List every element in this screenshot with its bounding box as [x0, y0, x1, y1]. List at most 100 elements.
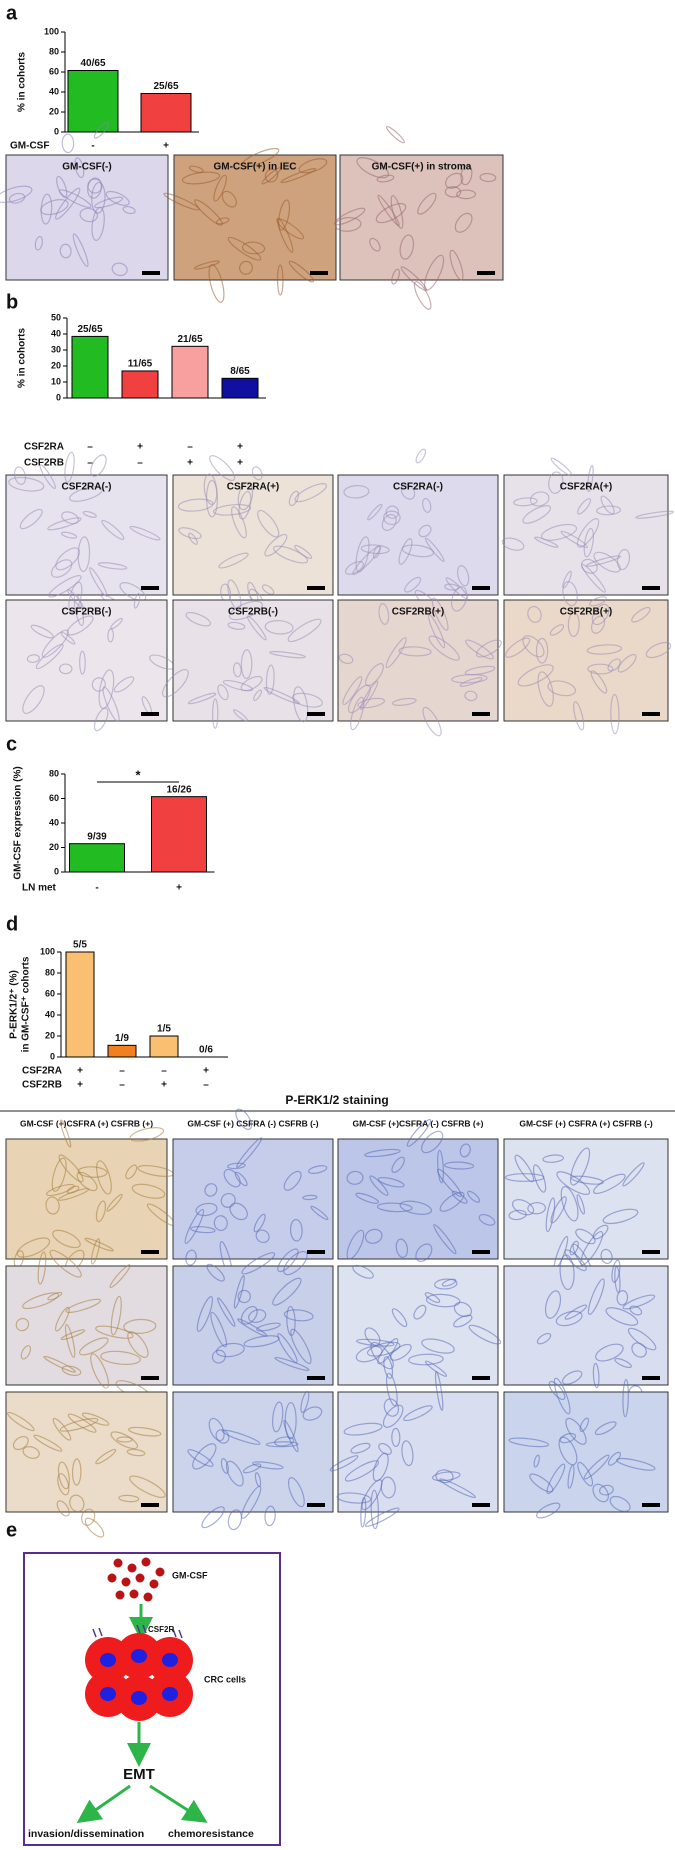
tissue-texture [542, 1154, 565, 1163]
scale-bar [472, 1503, 490, 1507]
value-label: 11/65 [128, 359, 153, 370]
bar [149, 1035, 179, 1058]
tissue-texture [287, 618, 322, 643]
tissue-texture [94, 196, 124, 209]
tissue-texture [616, 1457, 656, 1471]
tissue-texture [616, 548, 631, 571]
tissue-texture [382, 1404, 404, 1428]
micrograph-caption: CSF2RA(+) [560, 482, 613, 493]
tissue-texture [236, 1137, 263, 1169]
tissue-texture [60, 1329, 86, 1341]
tissue-texture [241, 1252, 276, 1275]
tissue-texture [118, 1494, 140, 1503]
tissue-texture [241, 1485, 262, 1519]
tissue-texture [375, 203, 407, 224]
tissue-texture [377, 1176, 405, 1188]
bar [140, 93, 192, 133]
tissue-texture [131, 1183, 166, 1199]
tissue-texture [622, 1294, 656, 1310]
tissue-texture [41, 629, 69, 658]
tissue-texture [355, 1192, 380, 1204]
tissue-texture [573, 701, 585, 731]
tissue-texture [366, 1341, 401, 1357]
tissue-texture [227, 621, 246, 630]
tissue-texture [291, 692, 323, 708]
condition-sign: + [137, 442, 143, 453]
tissue-texture [196, 1296, 213, 1332]
tissue-texture [302, 1406, 323, 1421]
micrograph-caption: CSF2RB(+) [560, 607, 613, 618]
y-tick-label: 40 [49, 86, 59, 96]
tissue-texture [398, 538, 413, 565]
scale-bar [472, 586, 490, 590]
tissue-texture [129, 1475, 166, 1498]
tissue-texture [364, 1148, 401, 1158]
tissue-texture [555, 1310, 583, 1327]
tissue-texture [194, 199, 223, 226]
tissue-texture [125, 1164, 138, 1180]
y-tick-label: 0 [54, 866, 59, 876]
condition-sign: – [203, 1080, 209, 1091]
tissue-texture [97, 562, 128, 570]
tissue-texture [283, 1309, 314, 1322]
tissue-texture [113, 676, 135, 693]
tissue-texture [100, 1350, 141, 1365]
tissue-texture [607, 1451, 621, 1466]
tissue-texture [352, 545, 382, 576]
tissue-texture [422, 706, 442, 737]
tissue-texture [123, 1318, 157, 1334]
tissue-texture [513, 497, 538, 507]
tissue-texture [289, 1218, 303, 1242]
tissue-texture [229, 1202, 248, 1221]
tissue-texture [19, 508, 43, 530]
tissue-texture [611, 1259, 621, 1283]
tissue-texture [399, 1200, 433, 1215]
tissue-texture [217, 1297, 236, 1327]
scale-bar [642, 1376, 660, 1380]
tissue-texture [283, 1419, 299, 1453]
tissue-texture [33, 1434, 63, 1452]
outcome-label: invasion/dissemination [28, 1828, 144, 1840]
tissue-texture [627, 1327, 657, 1351]
tissue-texture [82, 510, 97, 518]
gm-csf-molecule [155, 1567, 165, 1577]
tissue-texture [225, 1460, 244, 1487]
tissue-texture [185, 1249, 197, 1266]
tissue-texture [417, 192, 437, 215]
diagram-box [23, 1552, 281, 1846]
tissue-texture [599, 1484, 614, 1496]
tissue-texture [346, 1170, 364, 1185]
tissue-texture [359, 680, 379, 710]
condition-sign: + [77, 1080, 83, 1091]
condition-sign: + [176, 883, 182, 894]
tissue-texture [234, 1171, 248, 1187]
y-axis-label: P-ERK1/2⁺ (%) [9, 970, 20, 1039]
tissue-texture [425, 1293, 461, 1308]
tissue-texture [220, 1458, 229, 1474]
bar [121, 370, 159, 399]
condition-name: CSF2RA [22, 1066, 62, 1077]
tissue-texture [398, 646, 432, 657]
y-tick-label: 40 [45, 1009, 55, 1019]
tissue-texture [607, 658, 621, 672]
gm-csf-molecule [143, 1592, 153, 1602]
tissue-texture [591, 603, 610, 626]
tissue-texture [213, 1215, 228, 1231]
tissue-texture [256, 1322, 281, 1332]
tissue-texture [434, 1278, 458, 1290]
tissue-texture [579, 1417, 590, 1433]
tissue-texture [406, 1118, 432, 1147]
tissue-texture [51, 1157, 67, 1192]
tissue-texture [59, 243, 72, 259]
tissue-texture [532, 1164, 547, 1193]
tissue-texture [517, 664, 554, 687]
tissue-texture [595, 1343, 624, 1362]
tissue-texture [431, 597, 449, 631]
receptor [142, 1624, 147, 1634]
tissue-texture [467, 1190, 481, 1203]
scale-bar [141, 1503, 159, 1507]
tissue-texture [344, 560, 364, 575]
panel-label: a [6, 2, 18, 24]
tissue-texture [221, 190, 237, 208]
tissue-texture [540, 523, 578, 541]
